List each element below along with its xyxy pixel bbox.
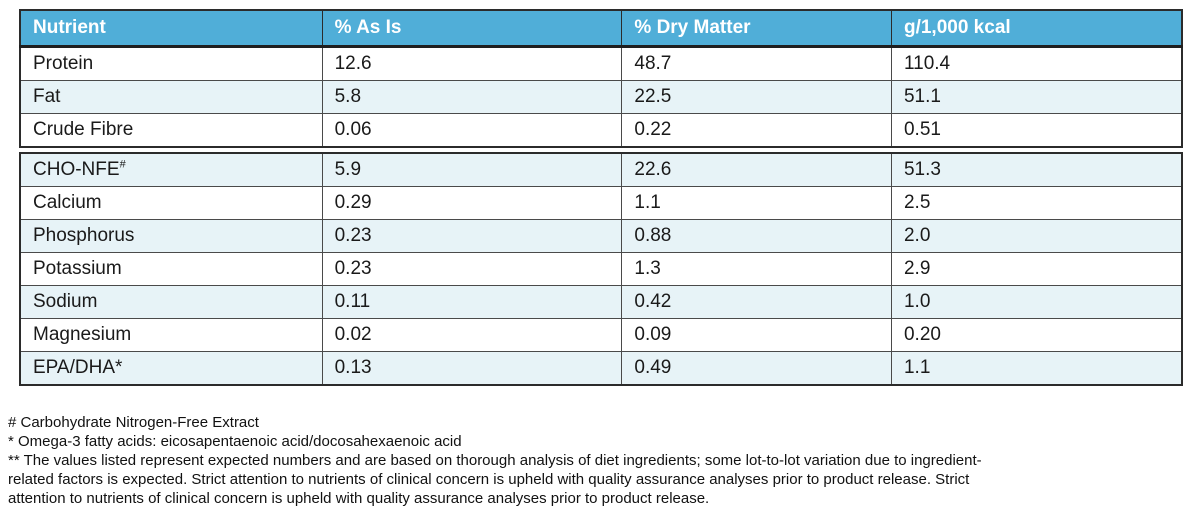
as-is-cell: 5.9 bbox=[321, 152, 623, 187]
dry-matter-cell: 48.7 bbox=[621, 46, 892, 81]
nutrient-cell: Phosphorus bbox=[19, 219, 323, 253]
g-per-1000-kcal-cell: 2.0 bbox=[890, 219, 1183, 253]
header-nutrient: Nutrient bbox=[19, 9, 323, 48]
footnote-carbohydrate: # Carbohydrate Nitrogen-Free Extract bbox=[8, 414, 259, 431]
table-row-phosphorus: Phosphorus 0.23 0.88 2.0 bbox=[19, 219, 1183, 253]
footnote-omega3: * Omega-3 fatty acids: eicosapentaenoic … bbox=[8, 433, 462, 450]
as-is-cell: 0.29 bbox=[321, 186, 623, 220]
table-header-row: Nutrient % As Is % Dry Matter g/1,000 kc… bbox=[19, 9, 1183, 48]
header-dry-matter: % Dry Matter bbox=[621, 9, 892, 48]
as-is-cell: 12.6 bbox=[321, 46, 623, 81]
as-is-cell: 0.23 bbox=[321, 219, 623, 253]
nutrient-table-block-1: Nutrient % As Is % Dry Matter g/1,000 kc… bbox=[19, 9, 1183, 148]
table-row-cho-nfe: CHO-NFE# 5.9 22.6 51.3 bbox=[19, 152, 1183, 187]
nutrient-table: Nutrient % As Is % Dry Matter g/1,000 kc… bbox=[19, 9, 1183, 386]
as-is-cell: 0.11 bbox=[321, 285, 623, 319]
nutrient-cell: Protein bbox=[19, 46, 323, 81]
as-is-cell: 0.06 bbox=[321, 113, 623, 148]
dry-matter-cell: 22.5 bbox=[621, 80, 892, 114]
table-row-crude-fibre: Crude Fibre 0.06 0.22 0.51 bbox=[19, 113, 1183, 148]
header-as-is: % As Is bbox=[321, 9, 623, 48]
table-row-fat: Fat 5.8 22.5 51.1 bbox=[19, 80, 1183, 114]
g-per-1000-kcal-cell: 1.1 bbox=[890, 351, 1183, 386]
nutrient-cell: CHO-NFE# bbox=[19, 152, 323, 187]
as-is-cell: 0.13 bbox=[321, 351, 623, 386]
nutrient-cell: Crude Fibre bbox=[19, 113, 323, 148]
footnote-marker: # bbox=[119, 158, 126, 171]
table-row-epa-dha: EPA/DHA* 0.13 0.49 1.1 bbox=[19, 351, 1183, 386]
g-per-1000-kcal-cell: 51.3 bbox=[890, 152, 1183, 187]
table-row-potassium: Potassium 0.23 1.3 2.9 bbox=[19, 252, 1183, 286]
footnotes: # Carbohydrate Nitrogen-Free Extract * O… bbox=[8, 413, 983, 508]
g-per-1000-kcal-cell: 0.20 bbox=[890, 318, 1183, 352]
g-per-1000-kcal-cell: 1.0 bbox=[890, 285, 1183, 319]
table-row-magnesium: Magnesium 0.02 0.09 0.20 bbox=[19, 318, 1183, 352]
as-is-cell: 0.02 bbox=[321, 318, 623, 352]
nutrient-cell: Fat bbox=[19, 80, 323, 114]
as-is-cell: 5.8 bbox=[321, 80, 623, 114]
g-per-1000-kcal-cell: 110.4 bbox=[890, 46, 1183, 81]
g-per-1000-kcal-cell: 51.1 bbox=[890, 80, 1183, 114]
g-per-1000-kcal-cell: 2.5 bbox=[890, 186, 1183, 220]
table-row-protein: Protein 12.6 48.7 110.4 bbox=[19, 46, 1183, 81]
header-g-per-1000-kcal: g/1,000 kcal bbox=[890, 9, 1183, 48]
dry-matter-cell: 1.1 bbox=[621, 186, 892, 220]
footnote-values-disclaimer: ** The values listed represent expected … bbox=[8, 452, 982, 507]
dry-matter-cell: 0.88 bbox=[621, 219, 892, 253]
nutrient-cell: EPA/DHA* bbox=[19, 351, 323, 386]
nutrient-table-block-2: CHO-NFE# 5.9 22.6 51.3 Calcium 0.29 1.1 … bbox=[19, 152, 1183, 386]
dry-matter-cell: 0.09 bbox=[621, 318, 892, 352]
nutrient-cell: Magnesium bbox=[19, 318, 323, 352]
dry-matter-cell: 0.49 bbox=[621, 351, 892, 386]
nutrient-cell: Sodium bbox=[19, 285, 323, 319]
g-per-1000-kcal-cell: 0.51 bbox=[890, 113, 1183, 148]
table-row-sodium: Sodium 0.11 0.42 1.0 bbox=[19, 285, 1183, 319]
dry-matter-cell: 1.3 bbox=[621, 252, 892, 286]
g-per-1000-kcal-cell: 2.9 bbox=[890, 252, 1183, 286]
nutrient-cell: Calcium bbox=[19, 186, 323, 220]
dry-matter-cell: 0.22 bbox=[621, 113, 892, 148]
table-row-calcium: Calcium 0.29 1.1 2.5 bbox=[19, 186, 1183, 220]
nutrient-cell: Potassium bbox=[19, 252, 323, 286]
dry-matter-cell: 22.6 bbox=[621, 152, 892, 187]
as-is-cell: 0.23 bbox=[321, 252, 623, 286]
dry-matter-cell: 0.42 bbox=[621, 285, 892, 319]
